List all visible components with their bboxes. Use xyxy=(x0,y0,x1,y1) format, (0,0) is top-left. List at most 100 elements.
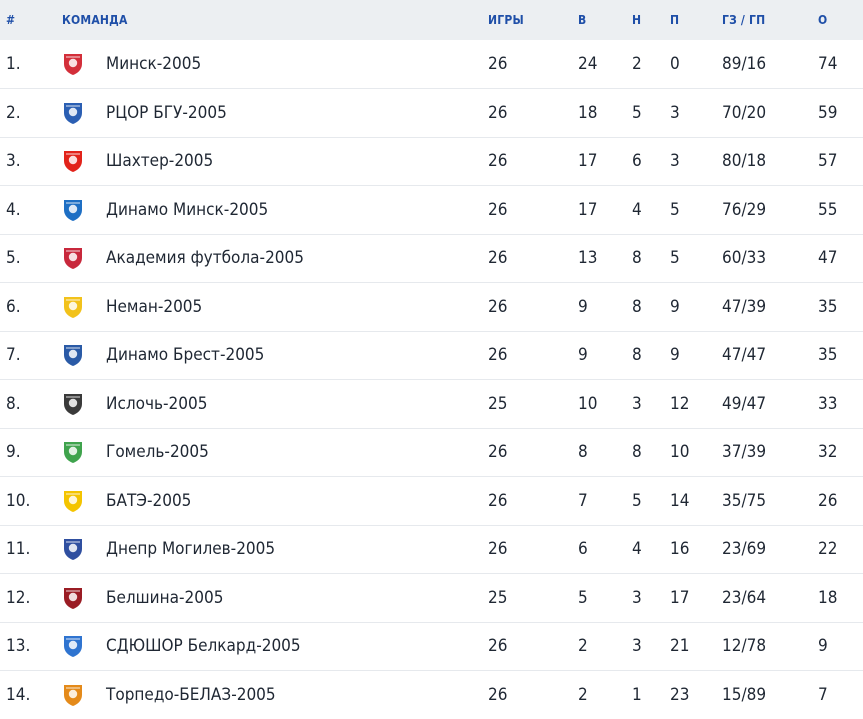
team-logo-cell[interactable] xyxy=(52,89,106,138)
table-row[interactable]: 5. Академия футбола-2005 26 13 8 5 60/33… xyxy=(0,234,863,283)
losses: 16 xyxy=(670,525,722,574)
bgu-logo-icon xyxy=(62,101,84,125)
table-row[interactable]: 10. БАТЭ-2005 26 7 5 14 35/75 26 xyxy=(0,477,863,526)
row-position: 8. xyxy=(0,380,52,429)
points: 7 xyxy=(818,671,863,719)
losses: 14 xyxy=(670,477,722,526)
points: 22 xyxy=(818,525,863,574)
team-logo-cell[interactable] xyxy=(52,331,106,380)
row-position: 14. xyxy=(0,671,52,719)
points: 32 xyxy=(818,428,863,477)
goals-for-against: 23/64 xyxy=(722,574,818,623)
team-name[interactable]: БАТЭ-2005 xyxy=(106,477,488,526)
header-games[interactable]: ИГРЫ xyxy=(488,0,578,40)
team-logo-cell[interactable] xyxy=(52,525,106,574)
team-name[interactable]: Шахтер-2005 xyxy=(106,137,488,186)
team-name[interactable]: Торпедо-БЕЛАЗ-2005 xyxy=(106,671,488,719)
games-played: 26 xyxy=(488,331,578,380)
goals-for-against: 89/16 xyxy=(722,40,818,89)
draws: 2 xyxy=(632,40,670,89)
team-logo-cell[interactable] xyxy=(52,622,106,671)
team-logo-cell[interactable] xyxy=(52,234,106,283)
games-played: 26 xyxy=(488,428,578,477)
table-row[interactable]: 13. СДЮШОР Белкард-2005 26 2 3 21 12/78 … xyxy=(0,622,863,671)
table-row[interactable]: 4. Динамо Минск-2005 26 17 4 5 76/29 55 xyxy=(0,186,863,235)
dinamo-minsk-logo-icon xyxy=(62,198,84,222)
losses: 23 xyxy=(670,671,722,719)
header-goals[interactable]: ГЗ / ГП xyxy=(722,0,818,40)
team-logo-cell[interactable] xyxy=(52,137,106,186)
goals-for-against: 35/75 xyxy=(722,477,818,526)
goals-for-against: 60/33 xyxy=(722,234,818,283)
row-position: 10. xyxy=(0,477,52,526)
team-name[interactable]: Минск-2005 xyxy=(106,40,488,89)
row-position: 4. xyxy=(0,186,52,235)
table-row[interactable]: 1. Минск-2005 26 24 2 0 89/16 74 xyxy=(0,40,863,89)
team-logo-cell[interactable] xyxy=(52,380,106,429)
goals-for-against: 80/18 xyxy=(722,137,818,186)
wins: 6 xyxy=(578,525,632,574)
points: 57 xyxy=(818,137,863,186)
team-name[interactable]: Гомель-2005 xyxy=(106,428,488,477)
goals-for-against: 49/47 xyxy=(722,380,818,429)
table-row[interactable]: 14. Торпедо-БЕЛАЗ-2005 26 2 1 23 15/89 7 xyxy=(0,671,863,719)
losses: 10 xyxy=(670,428,722,477)
wins: 24 xyxy=(578,40,632,89)
games-played: 26 xyxy=(488,283,578,332)
points: 55 xyxy=(818,186,863,235)
team-name[interactable]: РЦОР БГУ-2005 xyxy=(106,89,488,138)
team-logo-cell[interactable] xyxy=(52,477,106,526)
points: 9 xyxy=(818,622,863,671)
bate-logo-icon xyxy=(62,489,84,513)
goals-for-against: 37/39 xyxy=(722,428,818,477)
table-row[interactable]: 9. Гомель-2005 26 8 8 10 37/39 32 xyxy=(0,428,863,477)
header-team[interactable]: КОМАНДА xyxy=(52,0,488,40)
team-logo-cell[interactable] xyxy=(52,574,106,623)
losses: 3 xyxy=(670,89,722,138)
games-played: 26 xyxy=(488,671,578,719)
games-played: 26 xyxy=(488,234,578,283)
row-position: 13. xyxy=(0,622,52,671)
losses: 5 xyxy=(670,186,722,235)
row-position: 1. xyxy=(0,40,52,89)
team-name[interactable]: Академия футбола-2005 xyxy=(106,234,488,283)
table-row[interactable]: 2. РЦОР БГУ-2005 26 18 5 3 70/20 59 xyxy=(0,89,863,138)
team-name[interactable]: Белшина-2005 xyxy=(106,574,488,623)
team-name[interactable]: Динамо Минск-2005 xyxy=(106,186,488,235)
team-name[interactable]: СДЮШОР Белкард-2005 xyxy=(106,622,488,671)
table-row[interactable]: 12. Белшина-2005 25 5 3 17 23/64 18 xyxy=(0,574,863,623)
table-row[interactable]: 7. Динамо Брест-2005 26 9 8 9 47/47 35 xyxy=(0,331,863,380)
team-logo-cell[interactable] xyxy=(52,428,106,477)
header-points[interactable]: О xyxy=(818,0,863,40)
team-logo-cell[interactable] xyxy=(52,671,106,719)
table-row[interactable]: 3. Шахтер-2005 26 17 6 3 80/18 57 xyxy=(0,137,863,186)
losses: 5 xyxy=(670,234,722,283)
belshina-logo-icon xyxy=(62,586,84,610)
table-row[interactable]: 11. Днепр Могилев-2005 26 6 4 16 23/69 2… xyxy=(0,525,863,574)
header-wins[interactable]: В xyxy=(578,0,632,40)
header-losses[interactable]: П xyxy=(670,0,722,40)
games-played: 26 xyxy=(488,186,578,235)
team-name[interactable]: Днепр Могилев-2005 xyxy=(106,525,488,574)
team-name[interactable]: Неман-2005 xyxy=(106,283,488,332)
table-row[interactable]: 6. Неман-2005 26 9 8 9 47/39 35 xyxy=(0,283,863,332)
team-name[interactable]: Динамо Брест-2005 xyxy=(106,331,488,380)
games-played: 26 xyxy=(488,89,578,138)
header-pos[interactable]: # xyxy=(0,0,52,40)
team-logo-cell[interactable] xyxy=(52,40,106,89)
row-position: 7. xyxy=(0,331,52,380)
team-name[interactable]: Ислочь-2005 xyxy=(106,380,488,429)
team-logo-cell[interactable] xyxy=(52,186,106,235)
team-logo-cell[interactable] xyxy=(52,283,106,332)
wins: 2 xyxy=(578,671,632,719)
table-row[interactable]: 8. Ислочь-2005 25 10 3 12 49/47 33 xyxy=(0,380,863,429)
wins: 10 xyxy=(578,380,632,429)
row-position: 9. xyxy=(0,428,52,477)
losses: 0 xyxy=(670,40,722,89)
header-draws[interactable]: Н xyxy=(632,0,670,40)
wins: 17 xyxy=(578,137,632,186)
goals-for-against: 15/89 xyxy=(722,671,818,719)
wins: 9 xyxy=(578,283,632,332)
draws: 6 xyxy=(632,137,670,186)
